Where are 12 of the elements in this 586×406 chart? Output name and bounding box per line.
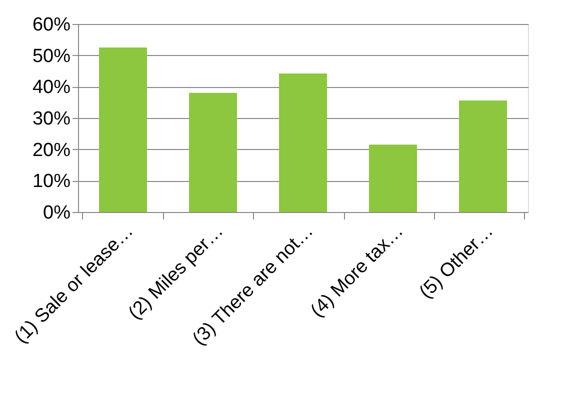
- y-tick-label: 0%: [43, 202, 71, 224]
- y-tick-label: 10%: [32, 171, 71, 192]
- bar: [279, 74, 327, 212]
- bar: [99, 48, 147, 212]
- y-tick-label: 40%: [32, 77, 71, 98]
- y-tick-label: 50%: [32, 46, 71, 67]
- bar: [189, 92, 237, 212]
- bar: [459, 100, 507, 212]
- y-tick-label: 30%: [32, 108, 71, 130]
- y-tick-label: 60%: [32, 14, 71, 36]
- y-tick-label: 20%: [32, 140, 71, 161]
- bar: [369, 144, 417, 212]
